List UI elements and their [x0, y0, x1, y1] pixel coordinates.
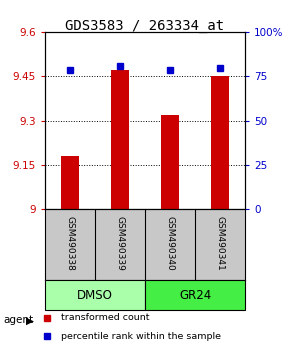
Text: GSM490338: GSM490338 — [66, 216, 75, 270]
Bar — [61, 156, 79, 209]
Bar — [161, 115, 179, 209]
Text: percentile rank within the sample: percentile rank within the sample — [61, 332, 221, 341]
Text: DMSO: DMSO — [77, 289, 113, 302]
Bar — [145, 280, 245, 310]
Bar — [111, 70, 129, 209]
Text: GR24: GR24 — [179, 289, 211, 302]
Text: GSM490340: GSM490340 — [166, 216, 175, 270]
Bar — [211, 76, 229, 209]
Text: transformed count: transformed count — [61, 313, 149, 322]
Text: GSM490339: GSM490339 — [115, 216, 124, 270]
Bar — [45, 280, 145, 310]
Text: ▶: ▶ — [26, 315, 34, 325]
Text: GSM490341: GSM490341 — [215, 216, 224, 270]
Text: GDS3583 / 263334_at: GDS3583 / 263334_at — [66, 19, 224, 34]
Text: agent: agent — [3, 315, 33, 325]
